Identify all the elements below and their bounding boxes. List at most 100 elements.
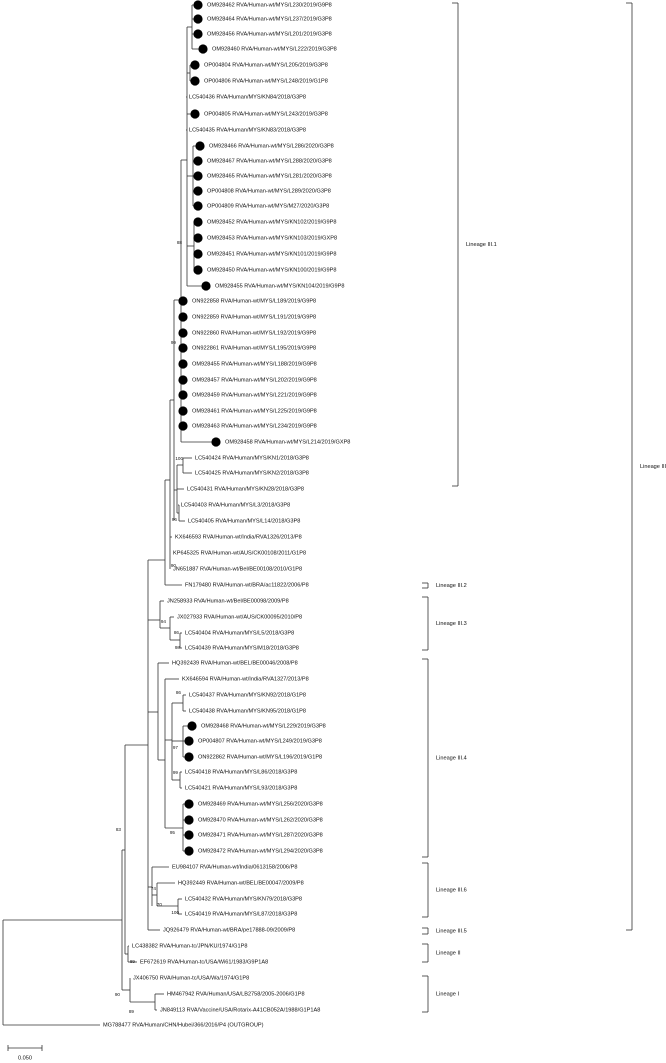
bootstrap-value: 70 <box>157 902 163 907</box>
leaf-label: OM928457 RVA/Human-wt/MYS/L202/2019/G9P8 <box>192 377 317 383</box>
marker-dot <box>193 233 203 243</box>
leaf-label: LC540437 RVA/Human/MYS/KN92/2018/G1P8 <box>189 692 306 698</box>
marker-dot <box>184 736 194 746</box>
leaf-label: FN179480 RVA/Human-wt/BRA/ac11822/2006/P… <box>185 582 309 588</box>
leaf-label: KX646593 RVA/Human-wt/India/RVA1326/2013… <box>175 534 302 540</box>
marker-dot <box>184 815 194 825</box>
lineage-label: Lineage III.6 <box>436 887 467 893</box>
lineage-label: Lineage III.4 <box>436 755 467 761</box>
leaf-label: LC540432 RVA/Human/MYS/KN79/2018/G3P8 <box>185 896 302 902</box>
bootstrap-value: 86 <box>176 690 182 695</box>
marker-dot <box>190 109 200 119</box>
leaf-label: OM928459 RVA/Human-wt/MYS/L221/2019/G9P8 <box>192 392 317 398</box>
bootstrap-value: 94 <box>161 619 167 624</box>
bootstrap-value: 88 <box>177 240 183 245</box>
bootstrap-value: 86 <box>174 630 180 635</box>
leaf-label: KX646594 RVA/Human-wt/India/RVA1327/2013… <box>182 676 309 682</box>
marker-dot <box>190 76 200 86</box>
bootstrap-value: 90 <box>171 563 177 568</box>
leaf-label: OM928458 RVA/Human-wt/MYS/L214/2019/GXP8 <box>225 439 350 445</box>
leaf-label: OM928471 RVA/Human-wt/MYS/L287/2020/G3P8 <box>198 832 323 838</box>
leaf-label: OP004808 RVA/Human-wt/MYS/L289/2020/G3P8 <box>207 188 331 194</box>
lineage-label: Lineage II <box>436 950 461 956</box>
bootstrap-value: 100 <box>171 910 179 915</box>
lineage-label: Lineage III.5 <box>436 928 467 934</box>
leaf-label: OM928453 RVA/Human-wt/MYS/KN103/2019/GXP… <box>207 235 337 241</box>
leaf-label: HQ392449 RVA/Human-wt/BEL/BE00047/2009/P… <box>178 880 304 886</box>
leaf-label: OM928468 RVA/Human-wt/MYS/L229/2019/G3P8 <box>201 723 326 729</box>
leaf-label: LC540405 RVA/Human/MYS/L14/2018/G3P8 <box>188 518 300 524</box>
marker-dot <box>178 375 188 385</box>
leaf-label: OP004804 RVA/Human-wt/MYS/L205/2019/G3P8 <box>204 62 328 68</box>
leaf-label: EF672619 RVA/Human-tc/USA/Wi61/1983/G9P1… <box>140 959 268 965</box>
leaf-label: OP004806 RVA/Human-wt/MYS/L248/2019/G1P8 <box>204 78 328 84</box>
leaf-label: OM928451 RVA/Human-wt/MYS/KN101/2019/G9P… <box>207 251 336 257</box>
leaf-label: OP004807 RVA/Human-wt/MYS/L249/2019/G3P8 <box>198 738 322 744</box>
bootstrap-value: 90 <box>115 992 121 997</box>
leaf-label: JQ926479 RVA/Human-wt/BRA/pe17888-09/200… <box>163 927 295 933</box>
branches <box>2 4 216 1026</box>
leaf-label: EU984107 RVA/Human-wt/India/0613158/2006… <box>172 864 297 870</box>
marker-dot <box>193 249 203 259</box>
marker-dot <box>193 14 203 24</box>
leaf-label: JN258933 RVA/Human-wt/Bel/BE00098/2009/P… <box>167 598 289 604</box>
leaf-label: OM928456 RVA/Human-wt/MYS/L201/2019/G3P8 <box>207 31 332 37</box>
bootstrap-value: 96 <box>172 517 178 522</box>
bootstrap-value: 83 <box>116 827 122 832</box>
leaf-label: ON922859 RVA/Human-wt/MYS/L191/2019/G9P8 <box>192 314 316 320</box>
leaf-label: OM928466 RVA/Human-wt/MYS/L286/2020/G3P8 <box>209 143 334 149</box>
marker-dot <box>178 421 188 431</box>
leaf-label: MG788477 RVA/Human/CHN/Hubei/366/2016/P4… <box>103 1022 264 1028</box>
leaf-label: LC540438 RVA/Human/MYS/KN95/2018/G1P8 <box>189 708 306 714</box>
marker-dot <box>178 296 188 306</box>
leaf-label: OM928470 RVA/Human-wt/MYS/L262/2020/G3P8 <box>198 817 323 823</box>
marker-dot <box>193 0 203 10</box>
leaf-label: OM928455 RVA/Human-wt/MYS/L188/2019/G9P8 <box>192 361 317 367</box>
marker-dot <box>193 171 203 181</box>
leaf-label: ON922860 RVA/Human-wt/MYS/L192/2019/G9P8 <box>192 330 316 336</box>
lineage-label: Lineage I <box>436 991 459 997</box>
marker-dot <box>184 830 194 840</box>
marker-dot <box>190 60 200 70</box>
bootstrap-value: 89 <box>129 1009 135 1014</box>
marker-dot <box>178 359 188 369</box>
lineage-label: Lineage III <box>640 464 666 470</box>
marker-dot <box>178 390 188 400</box>
leaf-label: OM928467 RVA/Human-wt/MYS/L288/2020/G3P8 <box>207 158 332 164</box>
leaf-label: OP004805 RVA/Human-wt/MYS/L243/2019/G3P8 <box>204 111 328 117</box>
bootstrap-value: 100 <box>175 456 183 461</box>
leaf-label: HM467942 RVA/Human/USA/LB2758/2005-2006/… <box>167 991 305 997</box>
marker-dot <box>193 265 203 275</box>
lineage-label: Lineage III.3 <box>436 621 467 627</box>
lineage-label: Lineage III.1 <box>466 242 497 248</box>
bootstrap-value: 74 <box>151 886 157 891</box>
lineage-label: Lineage III.2 <box>436 583 467 589</box>
leaf-label: LC540404 RVA/Human/MYS/L5/2018/G3P8 <box>185 630 294 636</box>
marker-dot <box>193 29 203 39</box>
leaf-label: OM928450 RVA/Human-wt/MYS/KN100/2019/G9P… <box>207 267 336 273</box>
bootstrap-value: 89 <box>130 959 136 964</box>
marker-dot <box>193 217 203 227</box>
leaf-label: ON922861 RVA/Human-wt/MYS/L195/2019/G9P8 <box>192 345 316 351</box>
marker-dot <box>178 406 188 416</box>
marker-dot <box>201 281 211 291</box>
marker-dot <box>193 201 203 211</box>
leaf-label: LC540419 RVA/Human/MYS/L87/2018/G3P8 <box>185 911 297 917</box>
marker-dot <box>184 799 194 809</box>
leaf-label: OM928469 RVA/Human-wt/MYS/L256/2020/G3P8 <box>198 801 323 807</box>
bootstrap-value: 99 <box>173 770 179 775</box>
leaf-label: LC540431 RVA/Human/MYS/KN28/2018/G3P8 <box>187 486 304 492</box>
leaf-label: OM928462 RVA/Human-wt/MYS/L230/2019/G9P8 <box>207 2 332 8</box>
bootstrap-value: 97 <box>173 745 179 750</box>
leaf-label: JX406750 RVA/Human-tc/USA/Wa/1974/G1P8 <box>133 975 249 981</box>
leaf-label: LC540435 RVA/Human/MYS/KN83/2018/G3P8 <box>189 127 306 133</box>
leaf-label: LC540436 RVA/Human/MYS/KN84/2018/G3P8 <box>189 94 306 100</box>
leaf-label: OM928460 RVA/Human-wt/MYS/L222/2019/G3P8 <box>212 46 337 52</box>
scale-bar-label: 0.050 <box>18 1055 32 1061</box>
leaf-label: OM928465 RVA/Human-wt/MYS/L281/2020/G3P8 <box>207 173 332 179</box>
leaf-label: LC540418 RVA/Human/MYS/L86/2018/G3P8 <box>185 769 297 775</box>
leaf-label: LC540424 RVA/Human/MYS/KN1/2018/G3P8 <box>195 455 309 461</box>
leaf-label: OM928463 RVA/Human-wt/MYS/L234/2019/G9P8 <box>192 423 317 429</box>
leaf-label: OM928464 RVA/Human-wt/MYS/L237/2019/G3P8 <box>207 16 332 22</box>
